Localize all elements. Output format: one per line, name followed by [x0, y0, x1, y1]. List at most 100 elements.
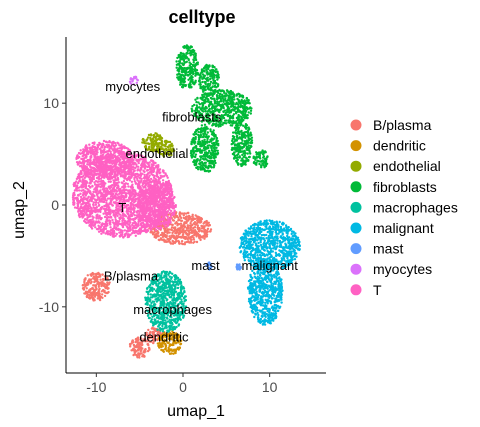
point [205, 219, 208, 223]
point [278, 231, 282, 234]
point [215, 68, 218, 71]
point [163, 338, 166, 342]
point [232, 113, 236, 116]
point [170, 277, 173, 280]
point [258, 279, 261, 282]
point [266, 249, 269, 253]
point [211, 64, 214, 67]
point [247, 279, 251, 283]
point [263, 249, 266, 252]
point [191, 235, 194, 238]
point [229, 91, 232, 94]
point [255, 292, 258, 295]
point [201, 102, 204, 105]
point [183, 66, 186, 70]
point [219, 99, 223, 102]
point [231, 152, 235, 156]
point [153, 235, 156, 239]
scatter-points [71, 44, 301, 359]
point [248, 232, 252, 235]
point [241, 236, 244, 239]
point [209, 101, 212, 105]
point [260, 233, 264, 237]
point [260, 291, 263, 295]
point [164, 144, 167, 147]
point [254, 305, 258, 308]
point [263, 321, 266, 324]
point [149, 340, 153, 343]
point [145, 331, 148, 334]
point [276, 237, 279, 240]
point [287, 226, 290, 229]
point [288, 244, 291, 247]
point [196, 219, 199, 223]
point [249, 227, 253, 230]
point [244, 124, 247, 128]
point [278, 305, 281, 309]
point [249, 275, 253, 279]
point [284, 224, 288, 227]
point [191, 229, 194, 232]
point [158, 286, 162, 289]
point [183, 212, 186, 215]
point [184, 217, 187, 221]
point [270, 240, 273, 243]
point [224, 94, 227, 97]
point [192, 133, 195, 136]
point [167, 150, 171, 153]
point [182, 236, 185, 239]
point [88, 293, 91, 297]
point [248, 290, 251, 293]
point [238, 93, 241, 97]
point [278, 276, 281, 279]
point [255, 302, 259, 305]
point [268, 219, 271, 222]
point [209, 153, 213, 156]
point [159, 237, 163, 240]
point [149, 149, 153, 153]
point [177, 78, 180, 82]
point [249, 152, 252, 155]
point [268, 242, 272, 245]
point [250, 107, 253, 110]
point [194, 58, 198, 62]
point [155, 293, 159, 296]
point [160, 348, 163, 352]
point [92, 275, 96, 278]
point [186, 224, 189, 227]
point [177, 60, 181, 63]
point [242, 152, 245, 155]
point [293, 252, 297, 256]
point [157, 296, 160, 299]
point [197, 138, 201, 141]
point [254, 242, 257, 245]
point [156, 147, 159, 150]
point [144, 145, 148, 149]
point [204, 65, 207, 68]
point [290, 230, 294, 233]
point [157, 151, 161, 154]
point [271, 290, 274, 293]
point [238, 100, 241, 104]
point [268, 318, 271, 321]
point [265, 307, 268, 311]
point [88, 297, 92, 300]
point [244, 136, 247, 139]
point [243, 162, 246, 166]
point [197, 142, 200, 145]
point [262, 246, 265, 249]
point [225, 103, 228, 106]
point [160, 139, 164, 143]
point [186, 233, 189, 237]
point [258, 249, 261, 252]
point [252, 232, 255, 235]
point [164, 344, 168, 347]
point [190, 45, 193, 49]
point [198, 78, 201, 82]
point [273, 309, 276, 312]
point [267, 307, 271, 311]
point [290, 232, 293, 236]
point [234, 129, 238, 132]
point [275, 277, 279, 281]
point [226, 110, 229, 114]
